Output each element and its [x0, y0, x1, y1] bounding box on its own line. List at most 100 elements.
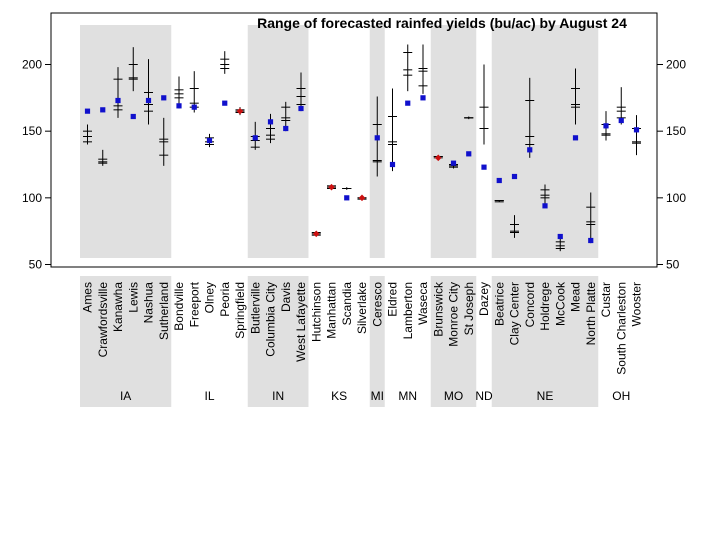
point-hutchinson — [312, 230, 320, 238]
site-label-brunswick: Brunswick — [431, 281, 445, 337]
site-label-beatrice: Beatrice — [492, 282, 506, 326]
point-crawfordsville — [100, 107, 106, 113]
state-label-band-mi — [369, 276, 385, 407]
point-north-platte — [588, 237, 594, 244]
state-label-mn: MN — [398, 389, 417, 403]
site-label-peoria: Peoria — [218, 282, 232, 317]
site-label-columbia-city: Columbia City — [264, 282, 278, 357]
site-label-lewis: Lewis — [126, 282, 140, 313]
site-label-ames: Ames — [81, 282, 95, 313]
point-mead — [572, 135, 579, 141]
state-label-band-in — [247, 276, 309, 407]
state-band-in — [247, 25, 309, 258]
y-left-tick-100: 100 — [22, 191, 42, 205]
point-monroe-city — [450, 160, 457, 166]
point-ceresco — [374, 135, 380, 141]
site-label-scandia: Scandia — [340, 282, 354, 326]
site-label-olney: Olney — [203, 282, 217, 313]
point-sutherland — [161, 95, 167, 101]
site-label-bondville: Bondville — [172, 282, 186, 331]
site-label-manhattan: Manhattan — [325, 282, 339, 339]
point-nashua — [145, 97, 152, 104]
point-clay-center — [511, 173, 518, 180]
point-beatrice — [496, 177, 502, 184]
state-label-mi: MI — [371, 389, 384, 403]
y-right-tick-150: 150 — [666, 124, 686, 138]
chart-title: Range of forecasted rainfed yields (bu/a… — [257, 15, 627, 31]
point-ames — [84, 108, 91, 114]
site-label-silverlake: Silverlake — [355, 282, 369, 334]
site-label-st-joseph: St Joseph — [462, 282, 476, 335]
point-holdrege — [542, 203, 548, 209]
site-label-concord: Concord — [523, 282, 537, 327]
point-bondville — [176, 103, 182, 109]
site-label-eldred: Eldred — [386, 282, 400, 317]
site-label-hutchinson: Hutchinson — [309, 282, 323, 342]
site-label-mead: Mead — [569, 282, 583, 312]
range-beatrice — [494, 200, 504, 203]
state-labels: IA IL IN KS MI MN MO ND NE OH — [120, 389, 630, 403]
state-band-mo — [430, 25, 477, 258]
state-label-band-mo — [430, 276, 477, 407]
point-manhattan — [328, 183, 335, 191]
site-label-freeport: Freeport — [187, 281, 201, 327]
range-north-platte — [586, 192, 596, 244]
site-label-mccook: McCook — [553, 281, 567, 326]
range-lewis — [128, 47, 138, 92]
y-right-tick-50: 50 — [666, 258, 680, 272]
state-bands — [80, 25, 599, 258]
state-label-band-ia — [80, 276, 172, 407]
point-mccook — [557, 233, 563, 240]
point-peoria — [222, 100, 228, 106]
point-kanawha — [115, 97, 121, 104]
state-label-in: IN — [272, 389, 284, 403]
point-davis — [283, 125, 289, 132]
point-lamberton — [405, 100, 411, 106]
range-mead — [571, 68, 580, 125]
state-label-ia: IA — [120, 389, 131, 403]
range-sutherland — [159, 117, 169, 166]
range-dazey — [479, 64, 489, 145]
site-label-sutherland: Sutherland — [157, 282, 171, 340]
site-label-crawfordsville: Crawfordsville — [96, 282, 110, 358]
site-label-butlerville: Butlerville — [248, 282, 262, 334]
range-waseca — [418, 44, 428, 94]
point-scandia — [344, 195, 350, 201]
site-label-wooster: Wooster — [630, 282, 644, 326]
point-olney — [206, 137, 213, 144]
point-wooster — [633, 127, 640, 133]
range-st-joseph — [464, 116, 474, 120]
range-nashua — [144, 59, 153, 125]
y-left-tick-50: 50 — [29, 258, 43, 272]
range-peoria — [220, 51, 230, 74]
point-west-lafayette — [298, 105, 304, 112]
state-label-mo: MO — [444, 389, 463, 403]
range-west-lafayette — [296, 72, 306, 112]
site-label-north-platte: North Platte — [584, 282, 598, 346]
site-label-dazey: Dazey — [477, 282, 491, 316]
point-lewis — [130, 113, 136, 120]
site-label-monroe-city: Monroe City — [447, 282, 461, 347]
plot-frame — [50, 12, 658, 268]
site-labels: Ames Crawfordsville Kanawha Lewis Nashua Suth… — [81, 281, 644, 375]
point-custar — [603, 123, 609, 129]
point-dazey — [481, 164, 487, 170]
current-forecast-points — [84, 95, 640, 244]
state-band-ne — [491, 25, 599, 258]
site-label-davis: Davis — [279, 282, 293, 312]
range-eldred — [388, 88, 397, 172]
point-silverlake — [358, 194, 366, 202]
point-south-charleston — [618, 117, 624, 124]
point-columbia-city — [267, 119, 274, 125]
y-axis-right: 50 100 150 200 — [657, 58, 686, 272]
y-right-tick-100: 100 — [666, 191, 686, 205]
point-eldred — [389, 161, 396, 168]
site-label-nashua: Nashua — [142, 282, 156, 324]
site-label-lamberton: Lamberton — [401, 282, 415, 339]
y-right-tick-200: 200 — [666, 58, 686, 72]
point-concord — [527, 147, 533, 153]
site-label-waseca: Waseca — [416, 282, 430, 325]
y-left-tick-200: 200 — [22, 58, 42, 72]
state-band-ia — [80, 25, 172, 258]
state-label-oh: OH — [612, 389, 630, 403]
